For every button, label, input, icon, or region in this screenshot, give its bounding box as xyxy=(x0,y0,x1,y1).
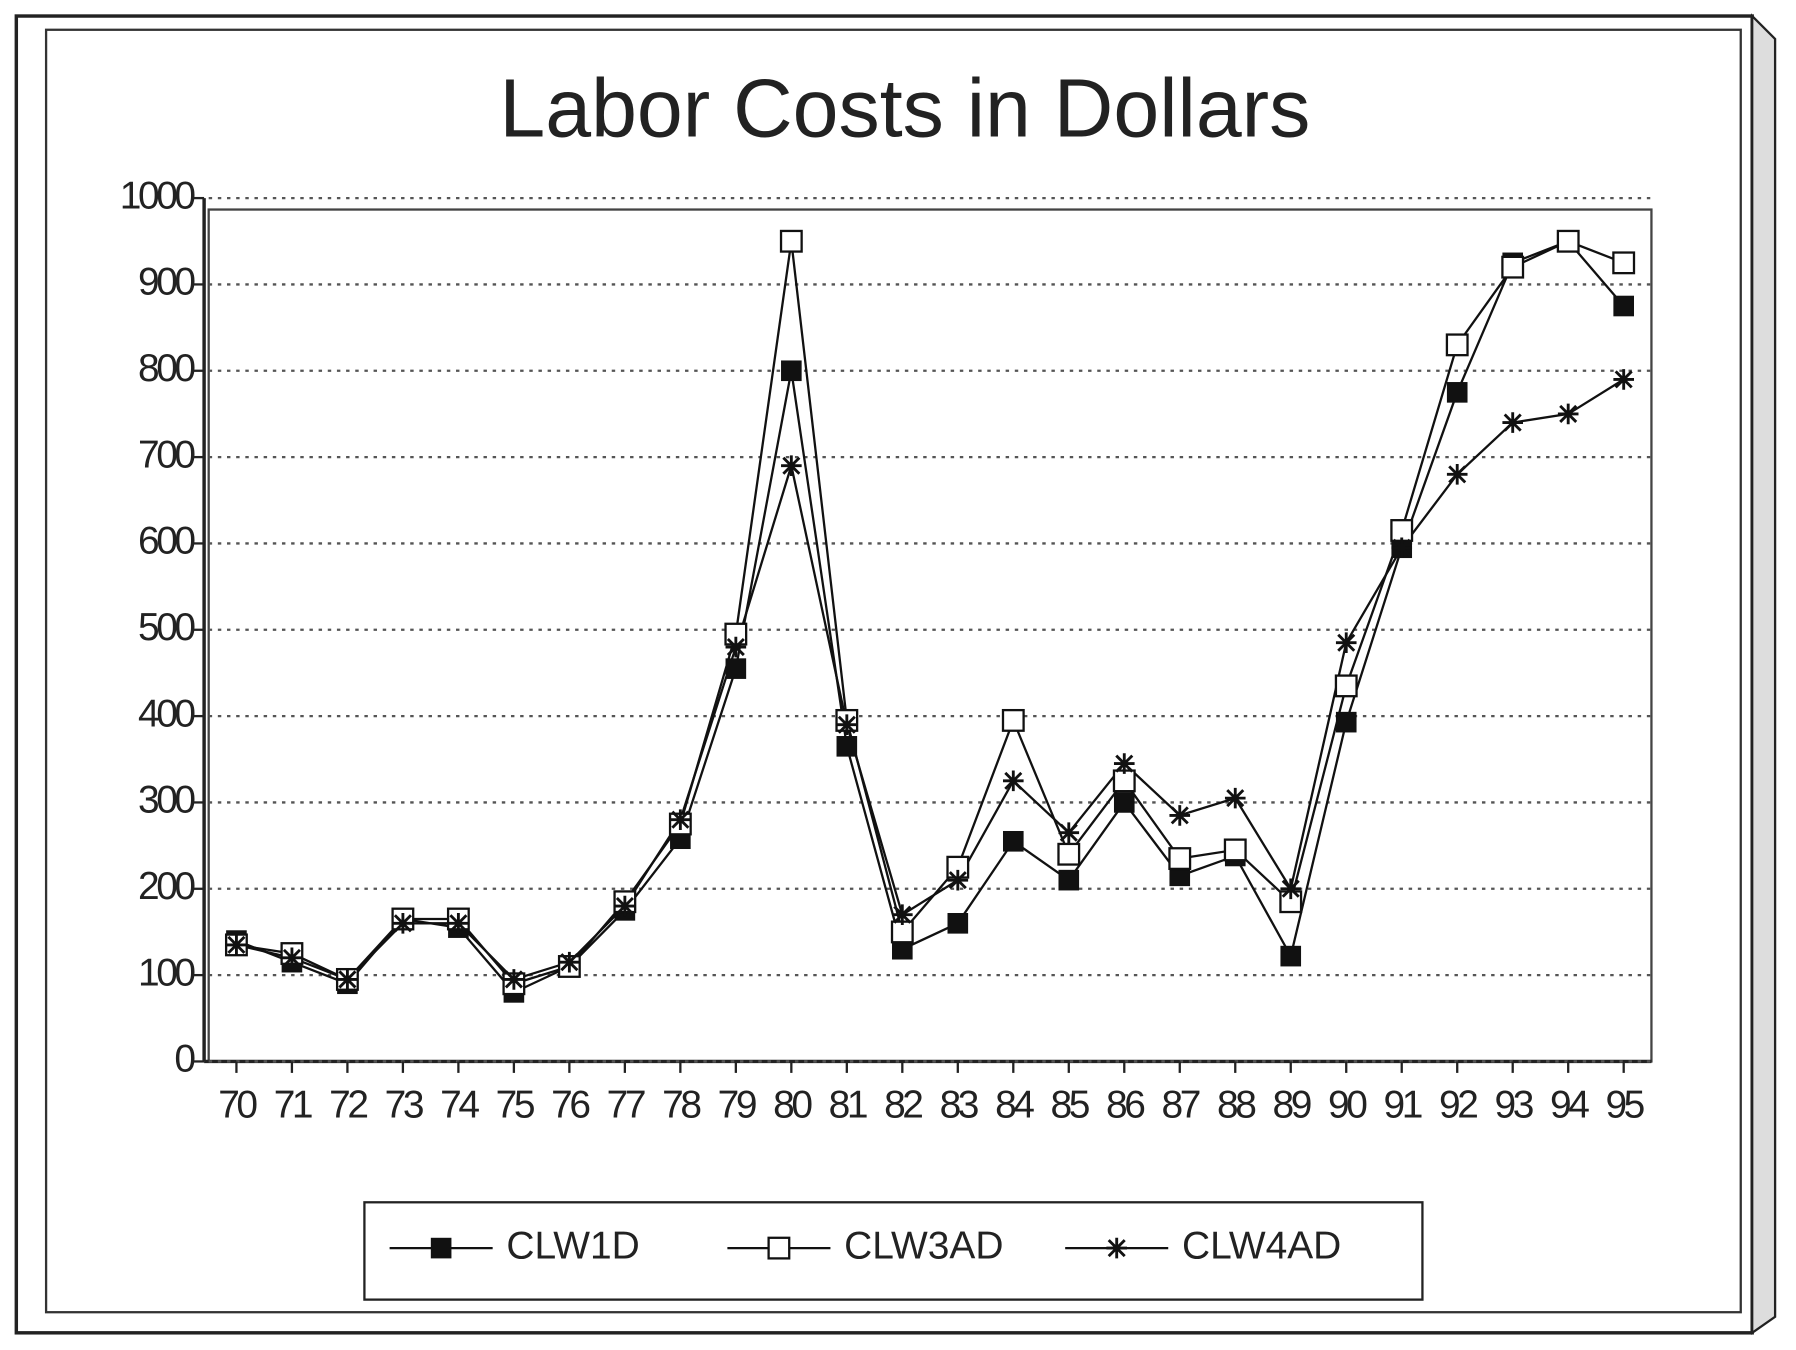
marker xyxy=(448,913,469,934)
marker xyxy=(1446,464,1468,485)
x-tick-label: 79 xyxy=(718,1084,756,1127)
x-tick-label: 71 xyxy=(274,1084,312,1127)
x-tick-label: 73 xyxy=(385,1084,423,1127)
x-tick-label: 77 xyxy=(607,1084,645,1127)
legend-marker xyxy=(1106,1237,1128,1259)
marker xyxy=(1224,787,1246,809)
x-tick-label: 90 xyxy=(1328,1084,1367,1127)
marker xyxy=(226,934,247,956)
marker xyxy=(947,869,969,891)
y-tick-label: 100 xyxy=(138,951,195,994)
x-tick-label: 88 xyxy=(1217,1084,1255,1127)
legend-label: CLW3AD xyxy=(844,1224,1003,1267)
marker xyxy=(1612,251,1636,275)
marker xyxy=(725,636,747,658)
marker xyxy=(1501,255,1525,279)
marker xyxy=(779,229,803,253)
marker xyxy=(392,913,414,934)
marker xyxy=(836,736,858,757)
y-tick-label: 0 xyxy=(174,1038,195,1081)
marker xyxy=(1113,792,1135,813)
x-tick-label: 83 xyxy=(940,1084,978,1127)
marker xyxy=(1613,295,1634,317)
marker xyxy=(1556,229,1580,253)
x-tick-label: 89 xyxy=(1273,1084,1311,1127)
x-tick-label: 81 xyxy=(829,1084,867,1127)
series-line xyxy=(236,239,1625,994)
marker xyxy=(892,938,913,960)
marker xyxy=(836,714,858,736)
chart-title: Labor Costs in Dollars xyxy=(499,62,1310,154)
marker xyxy=(1335,711,1357,733)
legend xyxy=(363,1201,1424,1301)
y-tick-label: 600 xyxy=(138,520,195,563)
x-tick-label: 94 xyxy=(1550,1084,1589,1127)
x-tick-label: 93 xyxy=(1494,1084,1532,1127)
x-tick-label: 95 xyxy=(1605,1084,1644,1127)
marker xyxy=(892,904,913,925)
y-tick-label: 900 xyxy=(138,261,195,304)
y-tick-label: 200 xyxy=(138,865,195,908)
legend-marker xyxy=(767,1236,791,1260)
marker xyxy=(1113,753,1135,774)
frame xyxy=(14,13,1777,1336)
y-tick-label: 800 xyxy=(138,347,195,390)
marker xyxy=(781,360,802,382)
marker xyxy=(281,947,303,969)
x-tick-label: 82 xyxy=(884,1084,922,1127)
marker xyxy=(614,895,636,917)
x-tick-label: 80 xyxy=(773,1084,812,1127)
marker xyxy=(1557,403,1579,425)
x-tick-label: 87 xyxy=(1162,1084,1200,1127)
marker xyxy=(1334,674,1358,698)
x-tick-label: 78 xyxy=(662,1084,700,1127)
y-tick-label: 500 xyxy=(138,606,195,649)
marker xyxy=(1002,830,1024,852)
x-tick-label: 70 xyxy=(218,1084,257,1127)
marker xyxy=(1280,945,1302,967)
legend-label: CLW1D xyxy=(506,1224,639,1267)
y-tick-label: 1000 xyxy=(120,174,196,217)
legend-marker xyxy=(430,1237,452,1259)
x-tick-label: 76 xyxy=(551,1084,589,1127)
marker xyxy=(1445,333,1469,357)
marker xyxy=(1058,822,1080,843)
marker xyxy=(1057,842,1081,866)
marker xyxy=(1001,708,1025,732)
x-tick-label: 84 xyxy=(995,1084,1034,1127)
marker xyxy=(1168,847,1192,871)
y-tick-label: 700 xyxy=(138,433,195,476)
x-tick-label: 75 xyxy=(496,1084,535,1127)
marker xyxy=(1223,838,1247,862)
x-tick-label: 72 xyxy=(329,1084,367,1127)
marker xyxy=(670,809,691,831)
marker xyxy=(1169,805,1191,826)
marker xyxy=(1280,878,1302,900)
marker xyxy=(1058,869,1080,891)
marker xyxy=(503,969,525,990)
legend-label: CLW4AD xyxy=(1182,1224,1341,1267)
marker xyxy=(1335,632,1357,654)
marker xyxy=(1502,412,1524,433)
marker xyxy=(1391,537,1413,559)
y-tick-label: 300 xyxy=(138,779,195,822)
marker xyxy=(781,455,802,477)
marker xyxy=(725,658,747,679)
x-tick-label: 74 xyxy=(440,1084,479,1127)
marker xyxy=(559,951,580,973)
marker xyxy=(337,969,358,990)
x-tick-label: 86 xyxy=(1106,1084,1144,1127)
marker xyxy=(1446,382,1468,403)
marker xyxy=(947,913,969,934)
y-tick-label: 400 xyxy=(138,692,195,735)
x-tick-label: 91 xyxy=(1384,1084,1422,1127)
x-tick-label: 92 xyxy=(1439,1084,1477,1127)
x-tick-label: 85 xyxy=(1051,1084,1090,1127)
marker xyxy=(1169,865,1191,887)
marker xyxy=(1002,770,1024,792)
marker xyxy=(1613,369,1634,390)
